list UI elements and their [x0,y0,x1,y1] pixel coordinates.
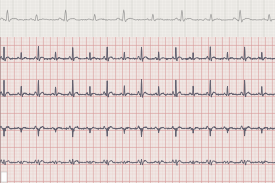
Bar [1,172,7,182]
